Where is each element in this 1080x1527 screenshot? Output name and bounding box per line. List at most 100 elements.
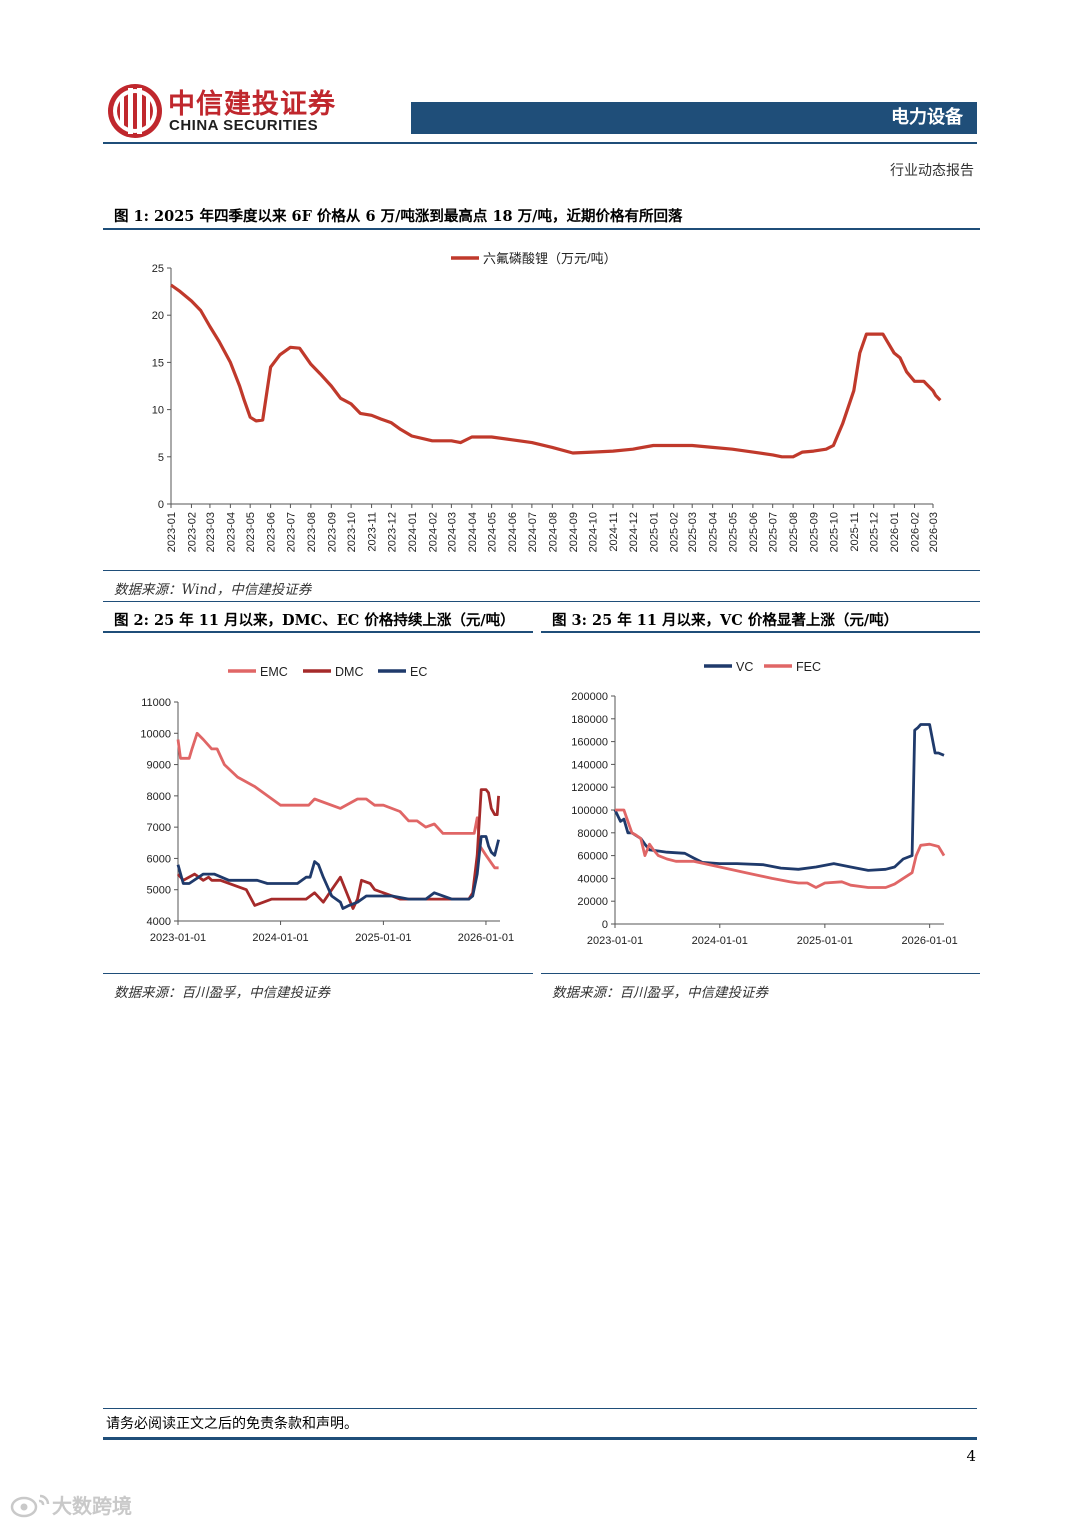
y-tick-label: 140000 bbox=[571, 759, 608, 771]
company-name-cn: 中信建投证券 bbox=[168, 89, 336, 120]
x-tick-label: 2023-01-01 bbox=[150, 932, 206, 944]
x-tick-label: 2023-07 bbox=[285, 512, 297, 552]
y-tick-label: 100000 bbox=[571, 805, 608, 817]
figure-1-source-rule bbox=[103, 570, 980, 571]
legend-label: 六氟磷酸锂（万元/吨） bbox=[483, 251, 617, 266]
x-tick-label: 2025-01-01 bbox=[355, 932, 411, 944]
y-tick-label: 40000 bbox=[577, 873, 608, 885]
citic-logo-icon bbox=[108, 84, 162, 138]
figure-2-title: 图 2: 25 年 11 月以来，DMC、EC 价格持续上涨（元/吨） bbox=[114, 612, 515, 629]
y-tick-label: 15 bbox=[152, 357, 164, 369]
x-tick-label: 2025-05 bbox=[727, 512, 739, 552]
x-tick-label: 2026-01 bbox=[889, 512, 901, 552]
figure-3-chart: 0 20000 40000 60000 80000 100000 120000 140000 1… bbox=[571, 660, 958, 947]
company-name-en: CHINA SECURITIES bbox=[169, 117, 319, 134]
y-tick-label: 20 bbox=[152, 310, 164, 322]
y-tick-label: 5 bbox=[158, 452, 164, 464]
series-line-dmc bbox=[176, 788, 500, 910]
legend-label: VC bbox=[736, 660, 753, 674]
x-tick-label: 2024-01 bbox=[407, 512, 419, 552]
x-tick-label: 2023-06 bbox=[266, 512, 278, 552]
x-tick-label: 2025-02 bbox=[669, 512, 681, 552]
company-logo: 中信建投证券 CHINA SECURITIES bbox=[106, 80, 346, 142]
x-tick-label: 2023-01 bbox=[166, 512, 178, 552]
sector-banner: 电力设备 bbox=[411, 102, 977, 134]
y-tick-label: 60000 bbox=[577, 851, 608, 863]
y-tick-label: 200000 bbox=[571, 691, 608, 703]
x-tick-label: 2024-10 bbox=[588, 512, 600, 552]
y-tick-label: 10 bbox=[152, 405, 164, 417]
series-line-vc bbox=[613, 723, 945, 872]
figure-1-title-rule bbox=[103, 228, 980, 230]
x-tick-label: 2025-01-01 bbox=[797, 935, 853, 947]
y-tick-label: 7000 bbox=[147, 822, 171, 834]
figure-2-3-top-rule bbox=[103, 601, 980, 602]
x-tick-label: 2025-04 bbox=[708, 512, 720, 552]
x-tick-label: 2023-09 bbox=[326, 512, 338, 552]
x-tick-label: 2024-09 bbox=[568, 512, 580, 552]
x-tick-label: 2024-06 bbox=[507, 512, 519, 552]
x-tick-label: 2025-03 bbox=[687, 512, 699, 552]
series-line- bbox=[170, 283, 942, 459]
watermark-text: 大数跨境 bbox=[52, 1494, 132, 1518]
x-tick-label: 2024-05 bbox=[487, 512, 499, 552]
x-tick-label: 2025-06 bbox=[748, 512, 760, 552]
x-tick-label: 2026-01-01 bbox=[902, 935, 958, 947]
x-tick-label: 2025-01 bbox=[648, 512, 660, 552]
legend-label: EMC bbox=[260, 665, 288, 679]
y-tick-label: 160000 bbox=[571, 737, 608, 749]
x-tick-label: 2024-01-01 bbox=[252, 932, 308, 944]
x-tick-label: 2025-07 bbox=[768, 512, 780, 552]
figure-1-title: 图 1: 2025 年四季度以来 6F 价格从 6 万/吨涨到最高点 18 万/… bbox=[114, 208, 683, 225]
x-tick-label: 2025-11 bbox=[849, 512, 861, 552]
y-tick-label: 10000 bbox=[140, 728, 171, 740]
figure-1-source: 数据来源：Wind，中信建投证券 bbox=[114, 582, 312, 598]
x-tick-label: 2026-03 bbox=[928, 512, 940, 552]
series-line-fec bbox=[615, 808, 946, 889]
y-tick-label: 4000 bbox=[147, 916, 171, 928]
x-tick-label: 2026-02 bbox=[910, 512, 922, 552]
figure-3-title: 图 3: 25 年 11 月以来，VC 价格显著上涨（元/吨） bbox=[552, 612, 899, 629]
page-number: 4 bbox=[966, 1447, 976, 1465]
x-tick-label: 2023-03 bbox=[205, 512, 217, 552]
legend-label: FEC bbox=[796, 660, 821, 674]
y-tick-label: 8000 bbox=[147, 791, 171, 803]
x-tick-label: 2024-04 bbox=[467, 512, 479, 552]
x-tick-label: 2023-10 bbox=[346, 512, 358, 552]
x-tick-label: 2023-08 bbox=[306, 512, 318, 552]
header-rule bbox=[103, 142, 977, 144]
x-tick-label: 2025-12 bbox=[869, 512, 881, 552]
legend-label: EC bbox=[410, 665, 427, 679]
y-tick-label: 80000 bbox=[577, 828, 608, 840]
x-tick-label: 2025-08 bbox=[788, 512, 800, 552]
disclaimer-note: 请务必阅读正文之后的免责条款和声明。 bbox=[106, 1416, 358, 1432]
x-tick-label: 2025-10 bbox=[828, 512, 840, 552]
figure-2-chart: 4000 5000 6000 7000 8000 9000 10000 11000 2023-0… bbox=[140, 665, 514, 944]
y-tick-label: 11000 bbox=[141, 697, 171, 709]
x-tick-label: 2024-01-01 bbox=[692, 935, 748, 947]
legend-label: DMC bbox=[335, 665, 363, 679]
footer-rule-top bbox=[103, 1408, 977, 1409]
x-tick-label: 2024-08 bbox=[547, 512, 559, 552]
y-tick-label: 9000 bbox=[147, 760, 171, 772]
y-tick-label: 25 bbox=[152, 263, 164, 275]
y-tick-label: 180000 bbox=[571, 714, 608, 726]
figure-3-source: 数据来源：百川盈孚，中信建投证券 bbox=[552, 985, 768, 1001]
figure-2-source: 数据来源：百川盈孚，中信建投证券 bbox=[114, 985, 330, 1001]
y-tick-label: 5000 bbox=[147, 885, 171, 897]
figure-3-title-rule bbox=[541, 631, 980, 633]
series-line-emc bbox=[176, 731, 499, 870]
x-tick-label: 2023-12 bbox=[386, 512, 398, 552]
y-tick-label: 0 bbox=[602, 919, 608, 931]
x-tick-label: 2024-11 bbox=[608, 512, 620, 552]
y-tick-label: 120000 bbox=[571, 782, 608, 794]
x-tick-label: 2023-04 bbox=[225, 512, 237, 552]
x-tick-label: 2023-02 bbox=[186, 512, 198, 552]
footer-rule-bottom bbox=[103, 1437, 977, 1440]
x-tick-label: 2025-09 bbox=[809, 512, 821, 552]
y-tick-label: 0 bbox=[158, 499, 164, 511]
x-tick-label: 2024-07 bbox=[527, 512, 539, 552]
report-type: 行业动态报告 bbox=[890, 163, 974, 179]
y-tick-label: 6000 bbox=[147, 853, 171, 865]
x-tick-label: 2026-01-01 bbox=[458, 932, 514, 944]
